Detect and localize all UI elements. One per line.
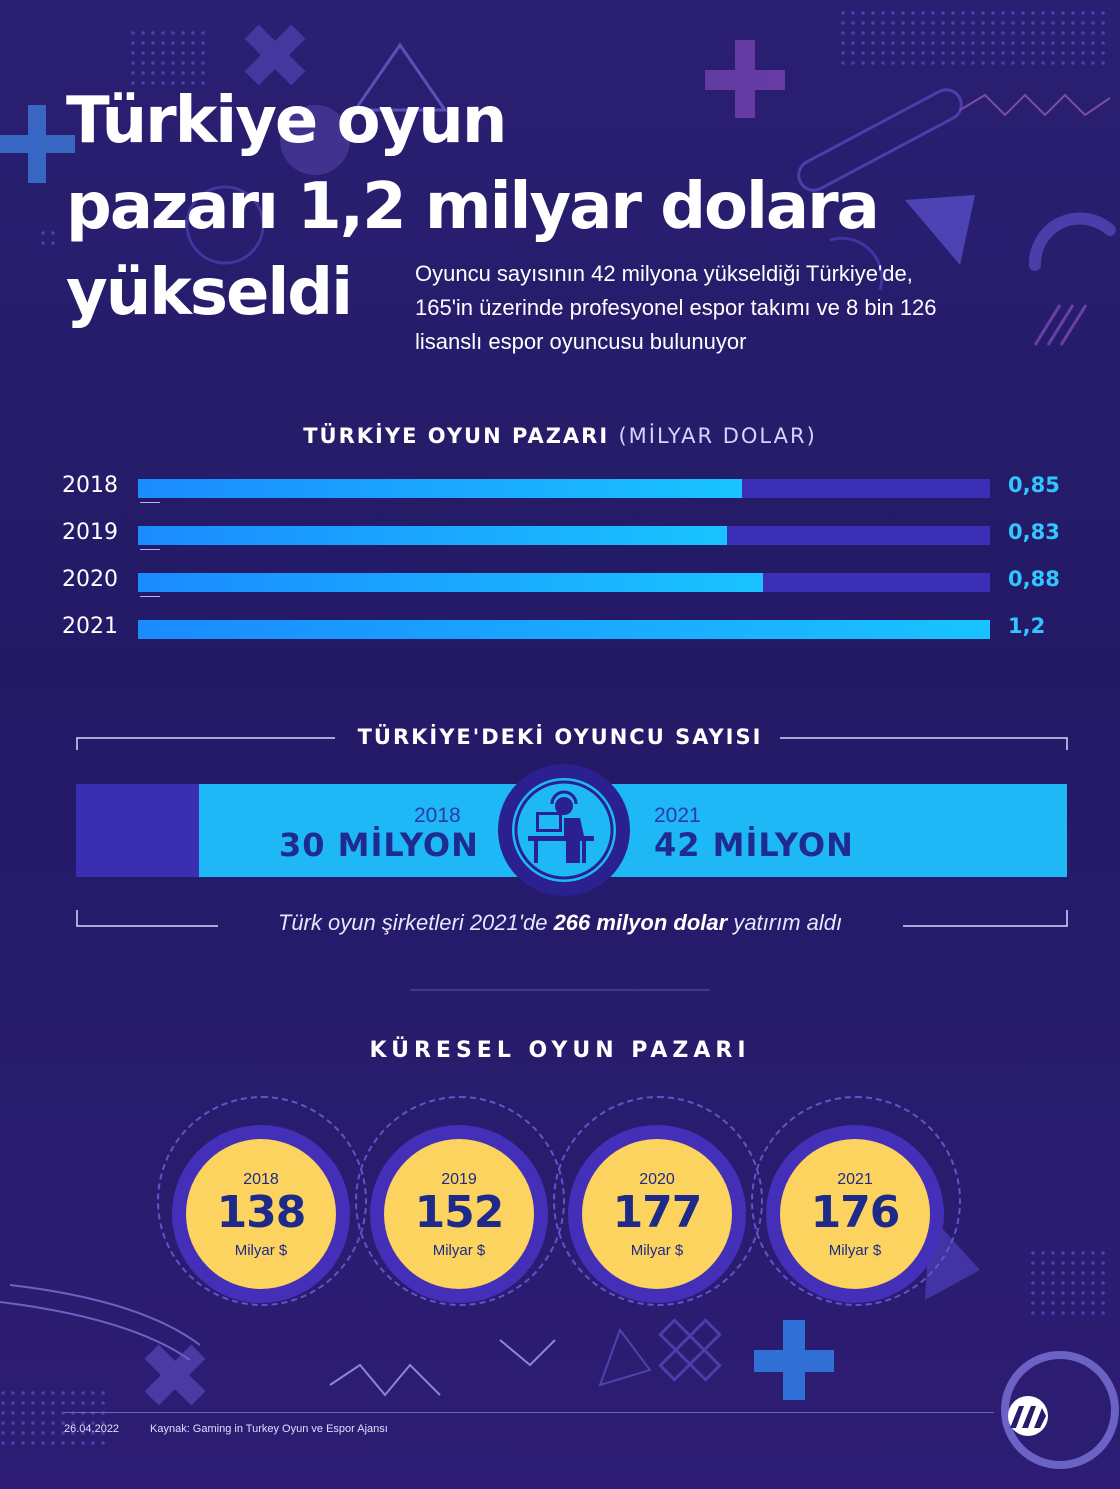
bar-value-label: 0,88 <box>1008 567 1060 591</box>
bar-category-label: 2020 <box>62 567 118 592</box>
aa-logo <box>1008 1396 1048 1436</box>
bar-track <box>138 573 990 592</box>
bubble-unit-label: Milyar $ <box>630 1242 684 1259</box>
bar-row: 2019 0,83 <box>0 514 1120 554</box>
bar-category-label: 2018 <box>62 473 118 498</box>
bar-row: 2020 0,88 <box>0 561 1120 601</box>
bar-separator <box>140 549 160 550</box>
market-chart-heading: TÜRKİYE OYUN PAZARI <box>303 424 610 448</box>
bar-value-label: 1,2 <box>1008 614 1046 638</box>
title-line: yükseldi <box>66 256 353 330</box>
bubble-unit-label: Milyar $ <box>234 1242 288 1259</box>
bubble-unit-label: Milyar $ <box>828 1242 882 1259</box>
investment-amount: 266 milyon dolar <box>553 910 728 935</box>
investment-suffix: yatırım aldı <box>733 910 843 935</box>
footer-date: 26.04.2022 <box>64 1423 120 1435</box>
bubble: 2019 152 Milyar $ <box>370 1125 548 1303</box>
bar-track <box>138 620 990 639</box>
investment-prefix: Türk oyun şirketleri 2021'de <box>277 910 548 935</box>
bubble: 2021 176 Milyar $ <box>766 1125 944 1303</box>
bubble-core: 2019 152 Milyar $ <box>384 1139 534 1289</box>
bar-category-label: 2021 <box>62 614 118 639</box>
title-line: Türkiye oyun <box>66 84 507 158</box>
bubble-core: 2021 176 Milyar $ <box>780 1139 930 1289</box>
bar-separator <box>140 596 160 597</box>
bubble-core: 2018 138 Milyar $ <box>186 1139 336 1289</box>
bar <box>138 526 728 545</box>
players-value-2018: 30 MİLYON <box>279 826 479 864</box>
bar <box>138 620 990 639</box>
bar-track <box>138 479 990 498</box>
bar-separator <box>140 502 160 503</box>
bar <box>138 573 763 592</box>
players-title: TÜRKİYE'DEKİ OYUNCU SAYISI <box>357 725 763 749</box>
bubble-value-label: 152 <box>414 1187 505 1238</box>
bar-row: 2021 1,2 <box>0 608 1120 648</box>
bubble-year-label: 2020 <box>639 1171 675 1188</box>
bubble-year-label: 2018 <box>243 1171 279 1188</box>
market-chart-unit: (MİLYAR DOLAR) <box>618 424 817 448</box>
subtitle-line: 165'in üzerinde profesyonel espor takımı… <box>415 295 937 320</box>
bubble-ring <box>751 1096 961 1306</box>
bar-value-label: 0,85 <box>1008 473 1060 497</box>
players-year-2018: 2018 <box>414 804 461 827</box>
footer-source: Kaynak: Gaming in Turkey Oyun ve Espor A… <box>150 1423 388 1435</box>
page-subtitle: Oyuncu sayısının 42 milyona yükseldiği T… <box>415 257 1055 359</box>
bar <box>138 479 742 498</box>
page-title: Türkiye oyun pazarı 1,2 milyar dolara yü… <box>66 78 880 336</box>
bubble: 2020 177 Milyar $ <box>568 1125 746 1303</box>
title-line: pazarı 1,2 milyar dolara <box>66 170 880 244</box>
subtitle-line: Oyuncu sayısının 42 milyona yükseldiği T… <box>415 261 913 286</box>
footer-divider <box>64 1412 994 1413</box>
bubble-unit-label: Milyar $ <box>432 1242 486 1259</box>
bar-track <box>138 526 990 545</box>
bar-value-label: 0,83 <box>1008 520 1060 544</box>
subtitle-line: lisanslı espor oyuncusu bulunuyor <box>415 329 747 354</box>
bubble-core: 2020 177 Milyar $ <box>582 1139 732 1289</box>
bubble-value-label: 176 <box>810 1187 901 1238</box>
bubble: 2018 138 Milyar $ <box>172 1125 350 1303</box>
bubble-value-label: 177 <box>612 1187 703 1238</box>
investment-note: Türk oyun şirketleri 2021'de 266 milyon … <box>0 910 1120 936</box>
players-banner-accent <box>76 784 199 877</box>
bubble-year-label: 2019 <box>441 1171 477 1188</box>
players-banner: 2018 30 MİLYON 2021 42 MİLYON <box>76 784 1067 877</box>
players-value-2021: 42 MİLYON <box>654 826 854 864</box>
players-year-2021: 2021 <box>654 804 701 827</box>
bubble-year-label: 2021 <box>837 1171 873 1188</box>
bar-row: 2018 0,85 <box>0 467 1120 507</box>
bubble-value-label: 138 <box>216 1187 307 1238</box>
market-chart-title: TÜRKİYE OYUN PAZARI (MİLYAR DOLAR) <box>0 424 1120 448</box>
global-market-title: KÜRESEL OYUN PAZARI <box>369 1038 751 1063</box>
bar-category-label: 2019 <box>62 520 118 545</box>
